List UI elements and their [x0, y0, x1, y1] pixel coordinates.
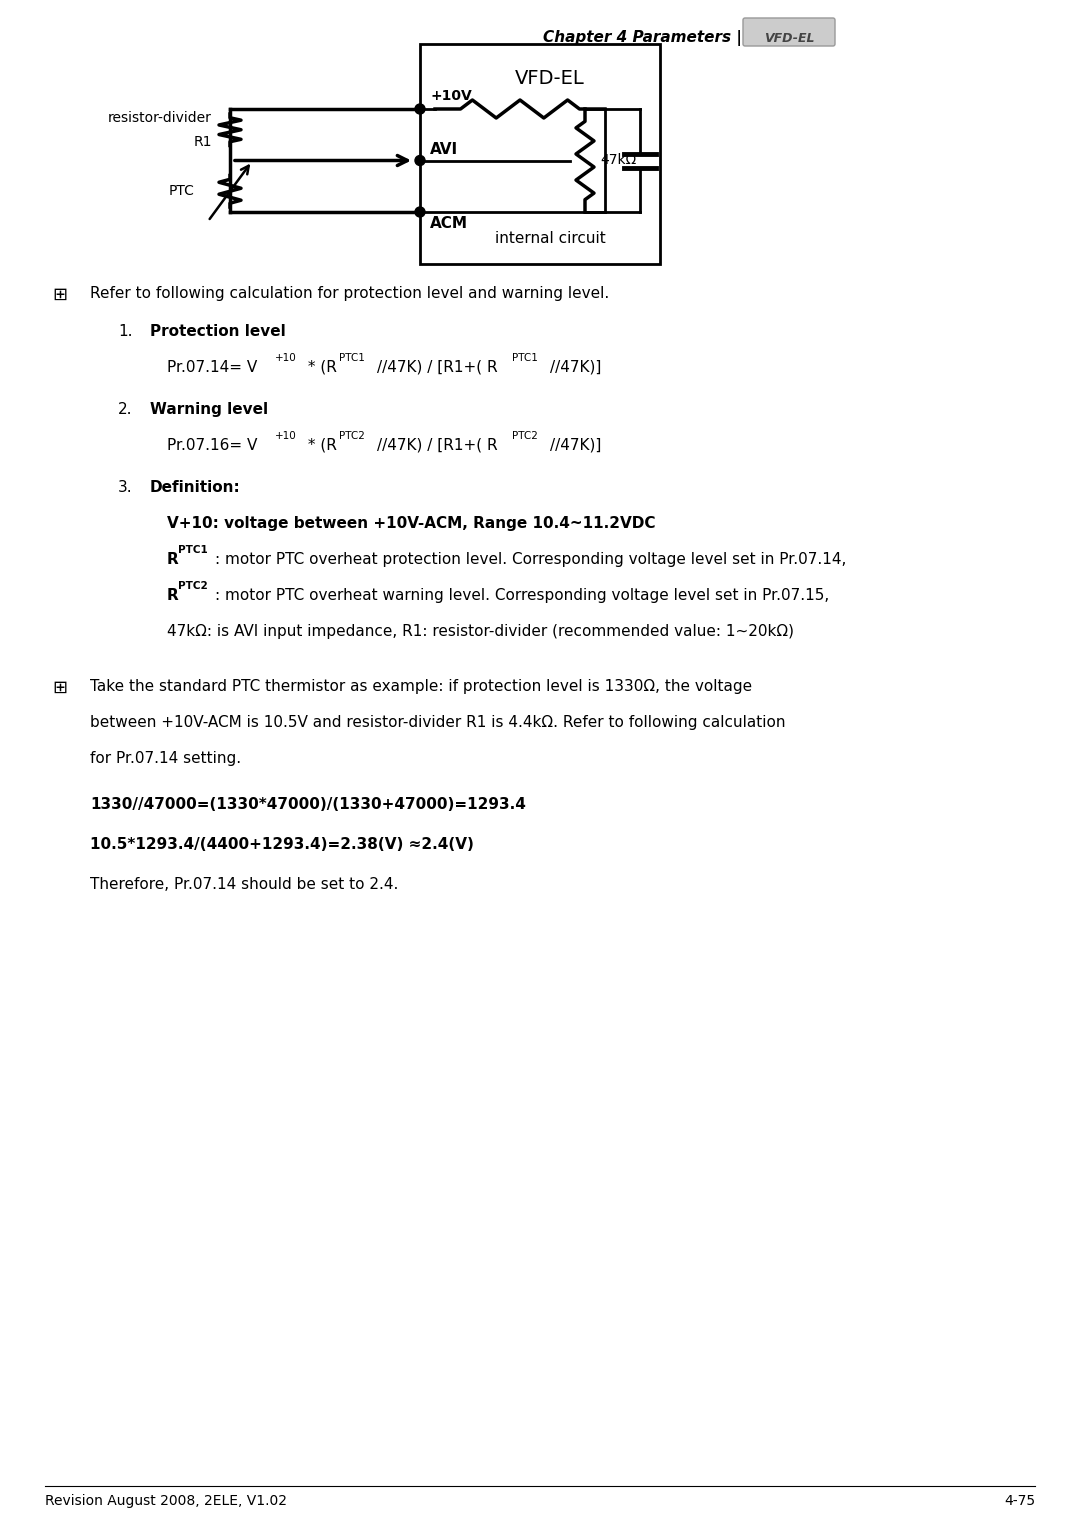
Text: //47K)]: //47K)] [550, 439, 602, 453]
Text: ⊞: ⊞ [52, 285, 67, 304]
Text: Refer to following calculation for protection level and warning level.: Refer to following calculation for prote… [90, 285, 609, 301]
Text: PTC2: PTC2 [512, 431, 538, 440]
Text: PTC: PTC [170, 184, 195, 198]
Text: VFD-EL: VFD-EL [515, 69, 585, 87]
Circle shape [415, 104, 426, 114]
Text: Revision August 2008, 2ELE, V1.02: Revision August 2008, 2ELE, V1.02 [45, 1494, 287, 1508]
Text: //47K)]: //47K)] [550, 360, 602, 374]
Text: PTC1: PTC1 [178, 545, 207, 555]
Text: Pr.07.16= V: Pr.07.16= V [167, 439, 257, 453]
Text: PTC2: PTC2 [339, 431, 365, 440]
Text: Warning level: Warning level [150, 402, 268, 417]
FancyBboxPatch shape [743, 18, 835, 46]
Text: : motor PTC overheat warning level. Corresponding voltage level set in Pr.07.15,: : motor PTC overheat warning level. Corr… [215, 588, 829, 603]
Text: AVI: AVI [430, 141, 458, 156]
Text: 3.: 3. [118, 480, 133, 495]
Text: +10V: +10V [430, 89, 472, 103]
Text: 10.5*1293.4/(4400+1293.4)=2.38(V) ≈2.4(V): 10.5*1293.4/(4400+1293.4)=2.38(V) ≈2.4(V… [90, 838, 474, 851]
Text: PTC1: PTC1 [339, 353, 365, 364]
Text: * (R: * (R [303, 360, 337, 374]
Text: between +10V-ACM is 10.5V and resistor-divider R1 is 4.4kΩ. Refer to following c: between +10V-ACM is 10.5V and resistor-d… [90, 715, 785, 730]
Text: * (R: * (R [303, 439, 337, 453]
Text: 47kΩ: is AVI input impedance, R1: resistor-divider (recommended value: 1~20kΩ): 47kΩ: is AVI input impedance, R1: resist… [167, 624, 794, 640]
Text: PTC1: PTC1 [512, 353, 538, 364]
Text: Take the standard PTC thermistor as example: if protection level is 1330Ω, the v: Take the standard PTC thermistor as exam… [90, 680, 752, 693]
Text: internal circuit: internal circuit [495, 232, 606, 245]
Text: for Pr.07.14 setting.: for Pr.07.14 setting. [90, 752, 241, 765]
Text: Therefore, Pr.07.14 should be set to 2.4.: Therefore, Pr.07.14 should be set to 2.4… [90, 877, 399, 891]
Text: 4-75: 4-75 [1004, 1494, 1035, 1508]
Text: ⊞: ⊞ [52, 680, 67, 696]
Text: V+10: voltage between +10V-ACM, Range 10.4~11.2VDC: V+10: voltage between +10V-ACM, Range 10… [167, 515, 656, 531]
Text: R: R [167, 588, 179, 603]
Text: Chapter 4 Parameters |: Chapter 4 Parameters | [543, 31, 742, 46]
Text: VFD-EL: VFD-EL [764, 32, 814, 44]
Text: Pr.07.14= V: Pr.07.14= V [167, 360, 257, 374]
Circle shape [415, 155, 426, 166]
Text: //47K) / [R1+( R: //47K) / [R1+( R [377, 360, 498, 374]
Text: 1.: 1. [118, 324, 133, 339]
Text: PTC2: PTC2 [178, 581, 207, 591]
Text: ACM: ACM [430, 216, 468, 232]
Text: Definition:: Definition: [150, 480, 241, 495]
Text: 47kΩ: 47kΩ [600, 153, 636, 167]
Circle shape [415, 207, 426, 216]
Text: : motor PTC overheat protection level. Corresponding voltage level set in Pr.07.: : motor PTC overheat protection level. C… [215, 552, 847, 568]
Text: //47K) / [R1+( R: //47K) / [R1+( R [377, 439, 498, 453]
Text: R1: R1 [193, 135, 212, 149]
Text: R: R [167, 552, 179, 568]
Text: +10: +10 [275, 353, 297, 364]
Bar [420, 44, 660, 264]
Text: +10: +10 [275, 431, 297, 440]
Text: Protection level: Protection level [150, 324, 286, 339]
Text: 2.: 2. [118, 402, 133, 417]
Text: resistor-divider: resistor-divider [108, 110, 212, 124]
Text: 1330//47000=(1330*47000)/(1330+47000)=1293.4: 1330//47000=(1330*47000)/(1330+47000)=12… [90, 798, 526, 811]
